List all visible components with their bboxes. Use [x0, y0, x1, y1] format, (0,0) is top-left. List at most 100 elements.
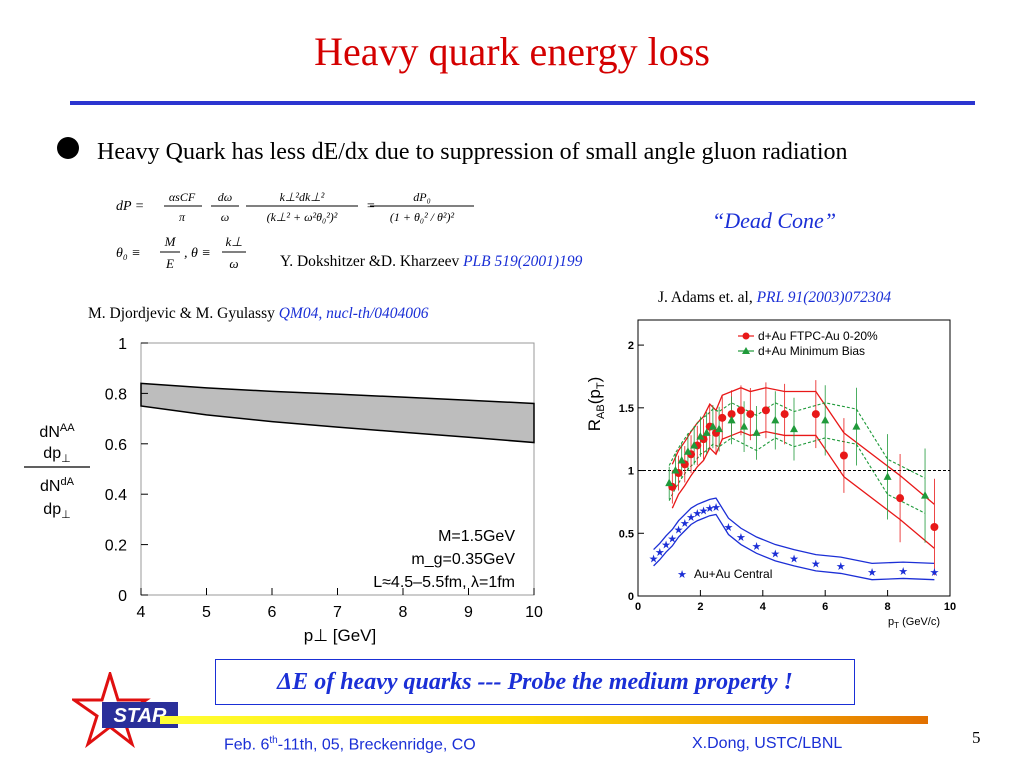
data-point-star: ★ — [686, 512, 696, 524]
data-point-triangle — [702, 428, 711, 436]
data-point-triangle — [852, 422, 861, 430]
eq1-f2-num: dω — [218, 190, 232, 204]
data-point-circle — [811, 410, 820, 419]
y-tick-label: 0.8 — [105, 386, 127, 403]
data-point-triangle — [696, 432, 705, 440]
x-axis-label: p⊥ [GeV] — [304, 626, 376, 645]
data-point-star: ★ — [836, 561, 846, 573]
data-point-star: ★ — [699, 506, 709, 518]
y-tick-label: 0.2 — [105, 538, 127, 555]
data-point-triangle — [771, 415, 780, 424]
data-point-triangle — [665, 478, 674, 487]
data-point-circle — [736, 406, 745, 415]
eq1-f3-num: k⊥²dk⊥² — [280, 190, 325, 204]
ref-citation: PRL 91(2003)072304 — [756, 289, 892, 306]
data-point-star: ★ — [692, 508, 702, 520]
y-tick-label: 1.5 — [619, 403, 634, 415]
data-point-triangle — [683, 447, 692, 455]
footer-date-suffix: -11th, 05, Breckenridge, CO — [277, 736, 476, 754]
x-tick-label: 9 — [464, 604, 473, 621]
data-point-star: ★ — [711, 502, 721, 514]
y-label-bottom: dNdA — [40, 476, 75, 495]
probe-callout: ΔE of heavy quarks --- Probe the medium … — [215, 659, 855, 705]
y-tick-label: 0.5 — [619, 528, 634, 540]
data-point-triangle — [708, 422, 717, 430]
dead-cone-label: “Dead Cone” — [712, 208, 837, 233]
star-logo: STAR — [72, 672, 178, 749]
data-point-circle — [727, 410, 736, 419]
data-point-triangle — [752, 428, 761, 436]
dead-cone-equations: dP = αsCF π dω ω k⊥²dk⊥² (k⊥² + ω²θ₀²)² … — [116, 190, 474, 271]
plot-frame — [140, 342, 535, 596]
eq1-f4-num: dP₀ — [413, 190, 431, 204]
y-tick-label: 0.6 — [105, 437, 127, 454]
data-point-triangle — [740, 422, 749, 430]
x-tick-label: 2 — [697, 601, 703, 613]
data-point-star: ★ — [655, 547, 665, 559]
eq1-f1-den: π — [179, 210, 186, 224]
x-tick-label: 6 — [822, 601, 828, 613]
footer-author: X.Dong, USTC/LBNL — [692, 735, 843, 752]
data-point-star: ★ — [724, 522, 734, 534]
data-point-star: ★ — [649, 553, 659, 565]
y-tick-label: 2 — [628, 340, 634, 352]
data-point-triangle — [727, 415, 736, 424]
eq1-f1-num: αsCF — [169, 190, 196, 204]
y-label-bottom-den: dp⊥ — [43, 501, 70, 521]
data-point-triangle — [690, 440, 699, 449]
page-number: 5 — [972, 728, 981, 747]
eq2-mid: , θ ≡ — [184, 246, 211, 261]
data-point-triangle — [883, 472, 892, 480]
data-point-triangle — [790, 424, 798, 433]
data-point-star: ★ — [867, 567, 877, 579]
ref-djordjevic: M. Djordjevic & M. Gyulassy QM04, nucl-t… — [88, 305, 429, 323]
legend-marker-circle — [742, 332, 750, 340]
data-point-circle — [761, 406, 770, 415]
x-tick-label: 8 — [885, 601, 891, 613]
data-point-circle — [718, 413, 727, 422]
data-point-triangle — [821, 415, 830, 424]
data-point-star: ★ — [898, 566, 908, 578]
data-point-star: ★ — [736, 532, 746, 544]
x-tick-label: 8 — [399, 604, 408, 621]
x-tick-label: 6 — [268, 604, 277, 621]
y-label-top-den: dp⊥ — [43, 445, 70, 465]
y-tick-label: 0 — [118, 588, 127, 605]
theory-ratio-chart: 4 5 6 7 8 9 10 0 0.2 0.4 0.6 0.8 1 p⊥ [GeV] dNAA dp… — [24, 336, 543, 645]
green-band-lower — [668, 437, 926, 514]
legend-label: d+Au FTPC-Au 0-20% — [758, 329, 878, 343]
data-point-circle — [930, 523, 939, 531]
data-point-star: ★ — [680, 518, 690, 530]
ref-authors: Y. Dokshitzer &D. Kharzeev — [280, 253, 460, 270]
y-tick-label: 1 — [628, 466, 634, 478]
x-tick-label: 7 — [333, 604, 342, 621]
data-point-star: ★ — [674, 525, 684, 537]
data-point-triangle — [671, 466, 680, 474]
ref-citation: QM04, nucl-th/0404006 — [278, 305, 429, 322]
data-point-star: ★ — [811, 558, 821, 570]
footer-bar — [160, 716, 928, 724]
slide-title: Heavy quark energy loss — [314, 29, 710, 74]
ref-authors: M. Djordjevic & M. Gyulassy — [88, 305, 275, 322]
legend-label: d+Au Minimum Bias — [758, 344, 865, 358]
eq1-f3-den: (k⊥² + ω²θ₀²)² — [267, 210, 338, 224]
eq2-f2-num: k⊥ — [225, 234, 242, 249]
suppression-band — [140, 382, 535, 444]
data-point-triangle — [715, 424, 724, 433]
x-tick-label: 4 — [760, 601, 767, 613]
green-band-upper — [668, 402, 926, 479]
y-label-top: dNAA — [39, 422, 75, 441]
y-tick-label: 1 — [118, 336, 127, 353]
eq2-f1-num: M — [164, 234, 177, 249]
x-tick-label: 10 — [525, 604, 543, 621]
footer-date-prefix: Feb. 6 — [224, 736, 270, 754]
x-tick-label: 0 — [635, 601, 641, 613]
eq2-f2-den: ω — [229, 256, 238, 271]
data-point-star: ★ — [770, 548, 780, 560]
data-point-triangle — [921, 491, 930, 499]
legend-marker-star: ★ — [677, 569, 687, 581]
annotation-gluon-mass: m_g=0.35GeV — [411, 551, 515, 568]
eq1-f4-den: (1 + θ₀² / θ²)² — [390, 210, 455, 224]
data-point-star: ★ — [661, 540, 671, 552]
ref-authors: J. Adams et. al, — [658, 289, 753, 306]
